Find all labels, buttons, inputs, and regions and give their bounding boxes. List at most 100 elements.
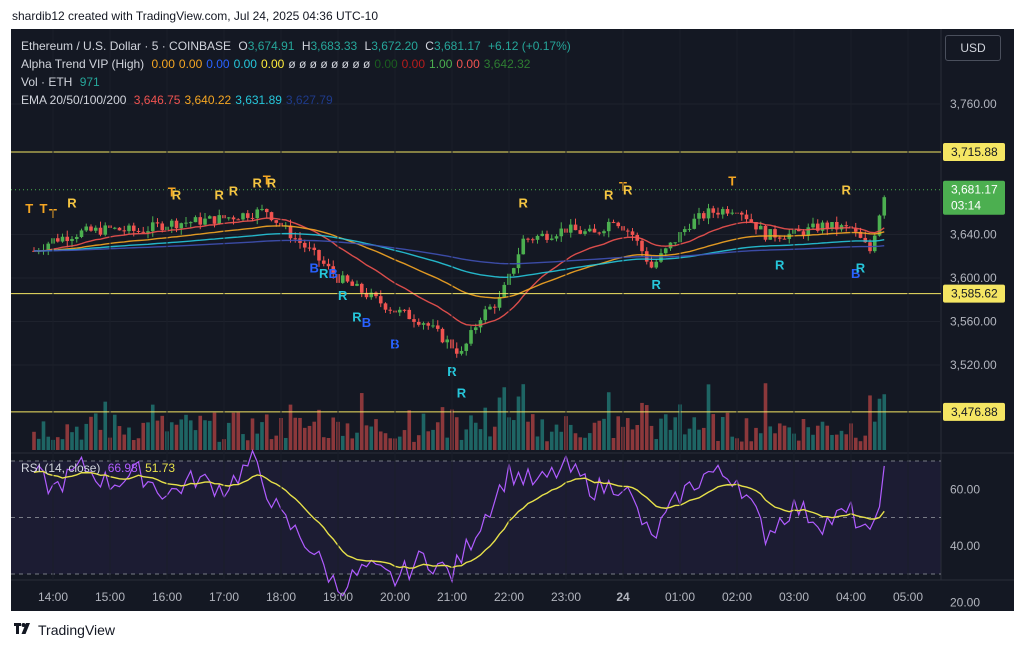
volume-bar	[155, 420, 160, 450]
candle-body	[806, 227, 811, 236]
volume-bar	[640, 402, 644, 450]
alpha-trend-value-1: 0.00	[178, 57, 203, 71]
volume-bar	[198, 415, 203, 450]
volume-bar	[815, 425, 820, 450]
volume-bar	[796, 440, 801, 450]
volume-bar	[364, 425, 369, 450]
footer-brand[interactable]: TradingView	[12, 622, 115, 638]
candle-body	[331, 266, 336, 275]
volume-bar	[483, 407, 488, 450]
volume-bar	[825, 425, 830, 450]
volume-bar	[255, 433, 260, 450]
volume-bar	[288, 404, 293, 450]
candle-body	[844, 225, 849, 227]
candle-body	[74, 236, 79, 239]
rsi-legend-row[interactable]: RSI (14, close) 66.98 51.73	[21, 461, 179, 475]
volume-bar	[820, 421, 825, 450]
volume-legend-row[interactable]: Vol · ETH 971	[21, 75, 104, 89]
candle-body	[834, 221, 839, 230]
signal-label-11: B	[310, 261, 319, 276]
candle-body	[302, 242, 307, 248]
alpha-trend-legend-row[interactable]: Alpha Trend VIP (High) 0.00 0.00 0.00 0.00 0…	[21, 57, 538, 71]
candle-body	[801, 231, 806, 236]
candle-body	[359, 283, 364, 293]
candle-body	[127, 225, 131, 232]
candle-body	[136, 230, 141, 232]
candle-body	[274, 220, 279, 223]
volume-bar	[768, 426, 773, 450]
key-level-tag-1	[943, 284, 1005, 303]
rsi-tick-label-2: 20.00	[950, 595, 980, 609]
candle-body	[478, 320, 483, 328]
volume-bar	[74, 426, 79, 450]
volume-bar	[549, 431, 554, 450]
volume-bar	[203, 420, 207, 450]
rsi-line	[33, 449, 885, 597]
volume-bar	[312, 421, 317, 450]
candle-body	[815, 223, 820, 231]
alpha-trend-value-2: 0.00	[206, 57, 230, 71]
volume-bar	[89, 416, 93, 450]
chart-canvas[interactable]: 3,760.00 3,640.00 3,600.00 3,560.00 3,520.00…	[11, 29, 1014, 611]
volume-bar	[241, 434, 245, 450]
volume-bar	[777, 423, 782, 450]
alpha-trend-value-10: 3,642.32	[483, 57, 531, 71]
volume-bar	[41, 421, 46, 450]
candle-body	[682, 229, 687, 233]
volume-bar	[559, 431, 564, 450]
volume-bar	[459, 439, 464, 450]
candle-body	[245, 213, 250, 218]
candle-body	[307, 247, 312, 249]
signal-label-26: R	[775, 257, 785, 272]
candle-body	[378, 296, 383, 304]
candle-body	[820, 222, 825, 231]
candle-body	[796, 229, 801, 232]
volume-bar	[488, 436, 492, 450]
alpha-trend-values: 0.00 0.00 0.00 0.00 0.00 ø ø ø ø ø ø ø ø 0.00 0…	[152, 57, 535, 71]
candle-body	[141, 231, 146, 233]
candle-body	[207, 216, 212, 219]
candle-body	[606, 221, 611, 232]
signal-label-9: T	[263, 172, 271, 187]
candle-body	[174, 220, 179, 229]
volume-bar	[578, 437, 583, 450]
volume-bar	[663, 414, 668, 450]
volume-bar	[801, 418, 806, 450]
volume-bar	[416, 435, 421, 450]
candle-body	[241, 213, 245, 220]
rsi-tick-label-1: 40.00	[950, 539, 980, 553]
volume-bar	[283, 437, 288, 450]
candle-body	[511, 268, 516, 274]
symbol-title[interactable]: Ethereum / U.S. Dollar · 5 · COINBASE	[21, 39, 232, 53]
candle-body	[103, 225, 108, 235]
volume-bar	[478, 429, 483, 450]
time-tick-label-3: 17:00	[209, 590, 239, 604]
volume-bar	[112, 414, 117, 450]
volume-bar	[397, 436, 402, 450]
candle-body	[625, 230, 630, 232]
candle-body	[431, 325, 435, 327]
ema-legend-row[interactable]: EMA 20/50/100/200 3,646.75 3,640.22 3,631.…	[21, 93, 341, 107]
volume-bar	[307, 425, 312, 450]
signal-label-16: B	[362, 315, 371, 330]
price-tick-label-2: 3,600.00	[950, 271, 997, 285]
candle-body	[264, 208, 269, 213]
volume-bar	[863, 435, 868, 450]
alpha-trend-value-7: 0.00	[401, 57, 426, 71]
candle-body	[397, 309, 402, 313]
volume-bar	[568, 424, 573, 450]
chart-frame[interactable]: 3,760.00 3,640.00 3,600.00 3,560.00 3,520.00…	[11, 29, 1014, 611]
volume-bar	[350, 438, 355, 450]
volume-bar	[369, 426, 374, 450]
volume-bar	[811, 434, 815, 450]
last-price-tag	[943, 180, 1005, 215]
candle-body	[369, 292, 374, 298]
volume-bar	[245, 440, 250, 450]
candle-body	[402, 309, 407, 311]
volume-bar	[226, 422, 231, 450]
volume-bar	[131, 440, 136, 450]
currency-button[interactable]: USD	[945, 35, 1001, 61]
volume-bar	[293, 417, 298, 450]
volume-bar	[79, 439, 84, 450]
volume-bar	[103, 401, 108, 450]
